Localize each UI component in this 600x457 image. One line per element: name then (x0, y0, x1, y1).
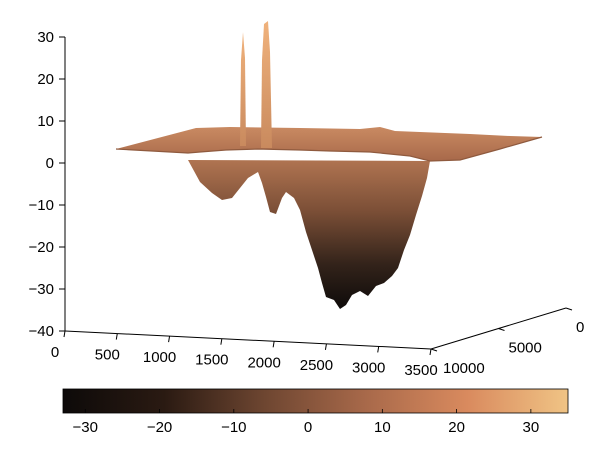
z-tick-label: −10 (29, 197, 54, 214)
y-tick-mark (430, 348, 438, 352)
colorbar-tick-label: −20 (147, 419, 172, 436)
z-tick-label: −30 (29, 281, 54, 298)
x-tick-mark (429, 348, 432, 356)
y-tick-label: 10000 (443, 360, 485, 377)
colorbar-rect (62, 388, 569, 414)
x-tick-label: 2000 (247, 354, 280, 371)
y-tick-mark (498, 328, 505, 331)
z-tick-label: 10 (37, 113, 54, 130)
x-tick-label: 1500 (195, 352, 228, 369)
x-tick-label: 1000 (143, 349, 176, 366)
x-axis-line (64, 330, 432, 350)
z-tick-label: 30 (37, 29, 54, 46)
x-tick-mark (63, 330, 66, 338)
y-tick-mark (565, 307, 573, 311)
x-tick-mark (377, 346, 380, 353)
surface-plot (115, 21, 543, 309)
colorbar: −30 −20 −10 0 10 20 30 (62, 388, 569, 436)
colorbar-tick-label: 0 (304, 419, 312, 436)
z-tick-label: −40 (29, 323, 54, 340)
colorbar-tick-label: 20 (448, 419, 465, 436)
y-axis-ticks: 0 5000 10000 (430, 307, 584, 377)
x-tick-label: 3000 (352, 359, 385, 376)
plateau-front-edge (115, 136, 543, 162)
y-tick-label: 0 (576, 319, 584, 336)
x-tick-mark (220, 338, 223, 345)
colorbar-tick-label: 30 (523, 419, 540, 436)
x-axis: 0 500 1000 1500 2000 2500 3000 3500 (51, 330, 438, 379)
colorbar-tick-label: 10 (374, 419, 391, 436)
y-tick-label: 5000 (509, 340, 542, 357)
colorbar-tick-label: −10 (221, 419, 246, 436)
x-tick-label: 3500 (404, 362, 437, 379)
x-axis-ticks: 0 500 1000 1500 2000 2500 3000 3500 (51, 330, 438, 379)
z-tick-label: −20 (29, 239, 54, 256)
trough-surface (188, 160, 430, 309)
z-tick-label: 0 (46, 155, 54, 172)
x-tick-mark (324, 343, 327, 350)
x-tick-label: 2500 (300, 357, 333, 374)
x-tick-mark (168, 336, 171, 343)
z-axis: 30 20 10 0 −10 −20 −30 −40 (29, 29, 66, 340)
plateau-surface (116, 127, 542, 161)
x-tick-label: 0 (51, 344, 59, 361)
spike-2 (261, 21, 272, 148)
x-tick-mark (115, 333, 118, 340)
y-axis: 0 5000 10000 (430, 307, 584, 377)
colorbar-ticks: −30 −20 −10 0 10 20 30 (73, 409, 540, 436)
x-tick-mark (272, 341, 275, 348)
z-tick-label: 20 (37, 71, 54, 88)
z-axis-ticks: 30 20 10 0 −10 −20 −30 −40 (29, 29, 65, 340)
colorbar-tick-label: −30 (73, 419, 98, 436)
x-tick-label: 500 (95, 347, 120, 364)
spike-1 (240, 32, 246, 146)
